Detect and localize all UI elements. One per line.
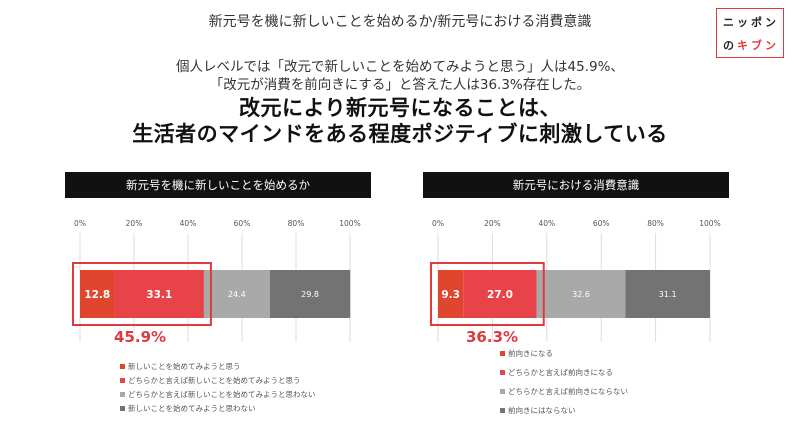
legend-swatch [500,389,505,394]
bar-segment [625,270,710,318]
x-tick-label: 0% [432,219,444,228]
data-label: 9.3 [441,289,460,301]
page-title: 新元号を機に新しいことを始めるか/新元号における消費意識 [208,14,592,30]
summary-line-2: 「改元が消費を前向きにする」と答えた人は36.3%存在した。 [209,77,591,93]
data-label: 27.0 [487,289,513,301]
x-tick-label: 40% [538,219,555,228]
x-tick-label: 100% [339,219,360,228]
bar-segment [80,270,115,318]
logo-char: キ [737,39,748,52]
data-label: 33.1 [146,289,172,301]
data-label: 31.1 [659,290,677,299]
highlight-total-label: 45.9% [114,328,166,346]
bar-segment [536,270,626,318]
chart-left: 0% 20% 40% 60% 80% 100% 12.8 33.1 24.4 29.8 45.9% 新… [72,219,361,413]
x-tick-label: 0% [74,219,86,228]
x-tick-label: 20% [126,219,143,228]
data-label: 24.4 [228,290,246,299]
legend-swatch [120,378,125,383]
x-tick-label: 20% [484,219,501,228]
legend-label: どちらかと言えば新しいことを始めてみようと思わない [128,389,316,399]
legend-swatch [120,392,125,397]
legend-label: どちらかと言えば前向きになる [508,367,613,377]
data-label: 12.8 [84,289,110,301]
bar-segment [203,270,270,318]
x-tick-label: 60% [593,219,610,228]
legend-swatch [120,406,125,411]
data-label: 32.6 [572,290,590,299]
x-tick-label: 60% [234,219,251,228]
headline-1: 改元により新元号になることは、 [238,96,562,120]
data-label: 29.8 [301,290,319,299]
highlight-total-label: 36.3% [466,328,518,346]
logo-char: ニ [723,16,734,29]
logo-char: ブ [751,39,762,52]
logo-char: ン [765,39,776,52]
logo: ニ ッ ポ ン の キ ブ ン [716,8,784,58]
summary-line-1: 個人レベルでは「改元で新しいことを始めてみようと思う」人は45.9%、 [176,59,624,75]
bar-segment [269,270,351,318]
chart-right: 0% 20% 40% 60% 80% 100% 9.3 27.0 32.6 31.1 36.3% 前向… [430,219,721,415]
x-tick-label: 80% [288,219,305,228]
logo-char: ポ [751,16,762,29]
legend-label: どちらかと言えば新しいことを始めてみようと思う [128,375,301,385]
logo-char: ン [765,16,776,29]
legend-swatch [500,408,505,413]
highlight-box [430,262,545,326]
bar-segment [438,270,464,318]
x-tick-label: 40% [180,219,197,228]
legend-swatch [500,370,505,375]
legend-label: 新しいことを始めてみようと思わない [128,403,256,413]
legend-label: 前向きにはならない [508,405,576,415]
legend-label: 前向きになる [508,348,553,358]
highlight-box [72,262,212,326]
legend-swatch [500,351,505,356]
chart-title-left: 新元号を機に新しいことを始めるか [65,172,371,198]
x-tick-label: 100% [699,219,720,228]
legend-label: 新しいことを始めてみようと思う [128,361,241,371]
legend-label: どちらかと言えば前向きにならない [508,386,628,396]
bar-segment [463,270,537,318]
legend-swatch [120,364,125,369]
bar-segment [114,270,204,318]
chart-title-right: 新元号における消費意識 [423,172,729,198]
x-tick-label: 80% [647,219,664,228]
headline-2: 生活者のマインドをある程度ポジティブに刺激している [132,122,668,146]
logo-char: ッ [737,16,748,29]
logo-char: の [723,39,734,52]
